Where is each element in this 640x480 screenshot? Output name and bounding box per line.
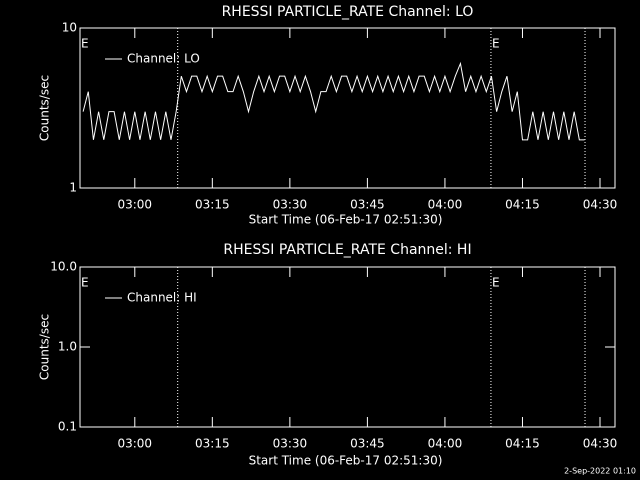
x-tick-label: 03:00 [117,437,152,451]
x-axis-label: Start Time (06-Feb-17 02:51:30) [249,213,443,227]
x-tick-label: 04:00 [428,198,463,212]
x-tick-label: 03:30 [273,198,308,212]
annotation: E [81,37,89,51]
y-tick-label: 1.0 [58,340,77,354]
x-tick-label: 03:15 [195,198,230,212]
x-tick-label: 04:30 [583,437,618,451]
annotation: E [492,276,500,290]
y-tick-label: 0.1 [58,420,77,434]
y-tick-label: 10.0 [50,260,77,274]
data-line [82,61,585,141]
x-tick-label: 04:15 [505,198,540,212]
x-tick-label: 03:45 [350,437,385,451]
x-tick-label: 03:45 [350,198,385,212]
x-tick-label: 03:30 [273,437,308,451]
annotation: E [81,276,89,290]
x-tick-label: 03:15 [195,437,230,451]
legend-label: Channel: LO [127,52,200,66]
y-tick-label: 1 [69,181,77,195]
annotation: E [492,37,500,51]
y-axis-label: Counts/sec [38,314,52,380]
x-tick-label: 03:00 [117,198,152,212]
y-tick-label: 10 [62,21,77,35]
x-tick-label: 04:15 [505,437,540,451]
chart-title: RHESSI PARTICLE_RATE Channel: HI [223,242,471,258]
x-axis-label: Start Time (06-Feb-17 02:51:30) [249,454,443,468]
chart-title: RHESSI PARTICLE_RATE Channel: LO [222,4,474,20]
legend-label: Channel: HI [127,291,197,305]
footer: 2-Sep-2022 01:10 [564,467,636,476]
y-axis-label: Counts/sec [38,75,52,141]
x-tick-label: 04:30 [583,198,618,212]
plot-frame [79,27,616,189]
x-tick-label: 04:00 [428,437,463,451]
